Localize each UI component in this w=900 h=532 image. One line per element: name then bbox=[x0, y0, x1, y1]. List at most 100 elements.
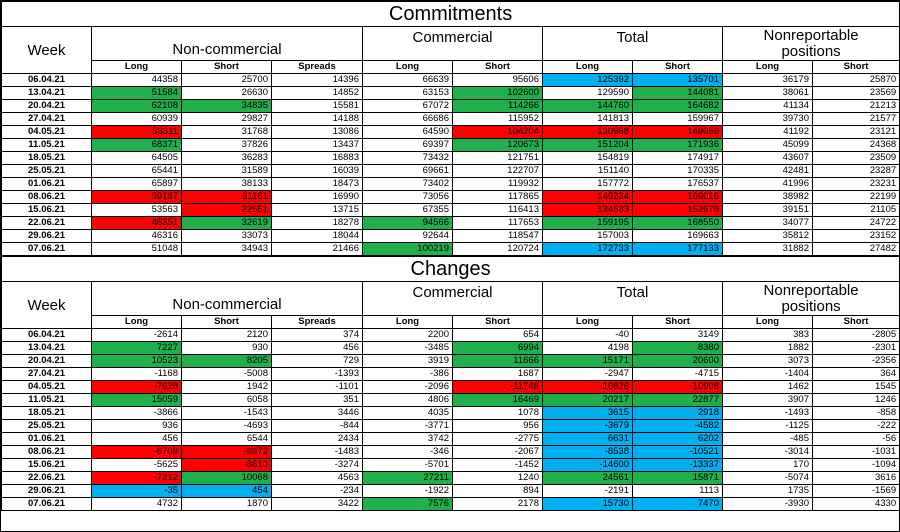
value-cell: 32619 bbox=[181, 216, 272, 230]
value-cell: 6202 bbox=[632, 432, 723, 446]
value-cell: 23287 bbox=[811, 164, 900, 178]
week-date-cell: 25.05.21 bbox=[1, 164, 92, 178]
value-cell: 144081 bbox=[632, 86, 723, 100]
value-cell: 157772 bbox=[542, 177, 633, 191]
value-cell: 2178 bbox=[452, 497, 543, 511]
value-cell: 4806 bbox=[362, 393, 453, 407]
value-cell: -6972 bbox=[181, 445, 272, 459]
value-cell: 59187 bbox=[91, 190, 182, 204]
noncommercial-header: Non-commercial bbox=[91, 26, 363, 61]
value-cell: -2805 bbox=[811, 328, 900, 342]
week-date-cell: 29.06.21 bbox=[1, 229, 92, 243]
changes-subheader-row: Long Short Spreads Long Short Long Short… bbox=[2, 315, 900, 329]
value-cell: 1882 bbox=[722, 341, 813, 355]
value-cell: 114266 bbox=[452, 99, 543, 113]
value-cell: -2947 bbox=[542, 367, 633, 381]
value-cell: 38982 bbox=[722, 190, 813, 204]
subheader-cell: Long bbox=[362, 315, 453, 329]
table-row: 04.05.21 -7628 1942 -1101 -2096 -11748 -10826-… bbox=[1, 380, 900, 394]
table-row: 08.06.21 -6709 -6972 -1483 -346 -2067 -8538 -10… bbox=[1, 445, 900, 459]
value-cell: 118547 bbox=[452, 229, 543, 243]
subheader-cell: Short bbox=[452, 315, 543, 329]
value-cell: 3073 bbox=[722, 354, 813, 368]
value-cell: 13437 bbox=[271, 138, 363, 152]
week-date-cell: 18.05.21 bbox=[1, 406, 92, 420]
value-cell: -3014 bbox=[722, 445, 813, 459]
table-row: 29.06.21 -35 454 -234 -1922 894 -2191 1113 1735-… bbox=[1, 484, 900, 498]
value-cell: 15171 bbox=[542, 354, 633, 368]
value-cell: 68371 bbox=[91, 138, 182, 152]
value-cell: 159195 bbox=[542, 216, 633, 230]
value-cell: -2775 bbox=[452, 432, 543, 446]
value-cell: -14600 bbox=[542, 458, 633, 472]
nonreportable-header: Nonreportable positions bbox=[721, 26, 900, 61]
subheader-cell: Spreads bbox=[271, 315, 363, 329]
value-cell: -3771 bbox=[362, 419, 453, 433]
table-row: 18.05.21 -3866 -1543 3446 4035 1078 3615 2918 -1… bbox=[1, 406, 900, 420]
value-cell: 62108 bbox=[91, 99, 182, 113]
week-date-cell: 22.06.21 bbox=[1, 471, 92, 485]
value-cell: -386 bbox=[362, 367, 453, 381]
value-cell: 4563 bbox=[271, 471, 363, 485]
subheader-cell: Long bbox=[722, 60, 813, 74]
value-cell: 24722 bbox=[811, 216, 900, 230]
value-cell: -4693 bbox=[181, 419, 272, 433]
value-cell: 8380 bbox=[632, 341, 723, 355]
value-cell: 121751 bbox=[452, 151, 543, 165]
total-header: Total bbox=[542, 26, 723, 61]
value-cell: 956 bbox=[452, 419, 543, 433]
value-cell: 169663 bbox=[632, 229, 723, 243]
value-cell: 159967 bbox=[632, 112, 723, 126]
value-cell: 20217 bbox=[542, 393, 633, 407]
value-cell: -2356 bbox=[811, 354, 900, 368]
value-cell: -485 bbox=[722, 432, 813, 446]
value-cell: 66639 bbox=[362, 73, 453, 87]
value-cell: 172733 bbox=[542, 242, 633, 256]
value-cell: 44358 bbox=[91, 73, 182, 87]
value-cell: 6058 bbox=[181, 393, 272, 407]
value-cell: 63153 bbox=[362, 86, 453, 100]
week-date-cell: 01.06.21 bbox=[1, 432, 92, 446]
value-cell: -1031 bbox=[811, 445, 900, 459]
value-cell: 4035 bbox=[362, 406, 453, 420]
nonreportable-header: Nonreportable positions bbox=[721, 281, 900, 316]
value-cell: 120724 bbox=[452, 242, 543, 256]
value-cell: 351 bbox=[271, 393, 363, 407]
table-row: 11.05.21 68371 37826 13437 69397 120673 151204… bbox=[1, 138, 900, 152]
value-cell: -13337 bbox=[632, 458, 723, 472]
value-cell: -11748 bbox=[452, 380, 543, 394]
value-cell: 144760 bbox=[542, 99, 633, 113]
subheader-cell: Short bbox=[632, 315, 723, 329]
value-cell: 374 bbox=[271, 328, 363, 342]
value-cell: 3446 bbox=[271, 406, 363, 420]
value-cell: 16039 bbox=[271, 164, 363, 178]
value-cell: 64590 bbox=[362, 125, 453, 139]
value-cell: 18473 bbox=[271, 177, 363, 191]
value-cell: 14188 bbox=[271, 112, 363, 126]
value-cell: 67072 bbox=[362, 99, 453, 113]
value-cell: 31768 bbox=[181, 125, 272, 139]
value-cell: 15730 bbox=[542, 497, 633, 511]
value-cell: -2096 bbox=[362, 380, 453, 394]
value-cell: 1687 bbox=[452, 367, 543, 381]
week-date-cell: 25.05.21 bbox=[1, 419, 92, 433]
value-cell: 119932 bbox=[452, 177, 543, 191]
week-date-cell: 18.05.21 bbox=[1, 151, 92, 165]
value-cell: 135701 bbox=[632, 73, 723, 87]
value-cell: 154819 bbox=[542, 151, 633, 165]
value-cell: 122707 bbox=[452, 164, 543, 178]
value-cell: 20600 bbox=[632, 354, 723, 368]
value-cell: 115952 bbox=[452, 112, 543, 126]
value-cell: 4732 bbox=[91, 497, 182, 511]
value-cell: 31589 bbox=[181, 164, 272, 178]
value-cell: -10521 bbox=[632, 445, 723, 459]
value-cell: 67355 bbox=[362, 203, 453, 217]
value-cell: 41134 bbox=[722, 99, 813, 113]
value-cell: 64505 bbox=[91, 151, 182, 165]
week-date-cell: 20.04.21 bbox=[1, 354, 92, 368]
value-cell: 6631 bbox=[542, 432, 633, 446]
value-cell: -1404 bbox=[722, 367, 813, 381]
value-cell: -1493 bbox=[722, 406, 813, 420]
value-cell: 2434 bbox=[271, 432, 363, 446]
subheader-cell: Short bbox=[181, 315, 272, 329]
